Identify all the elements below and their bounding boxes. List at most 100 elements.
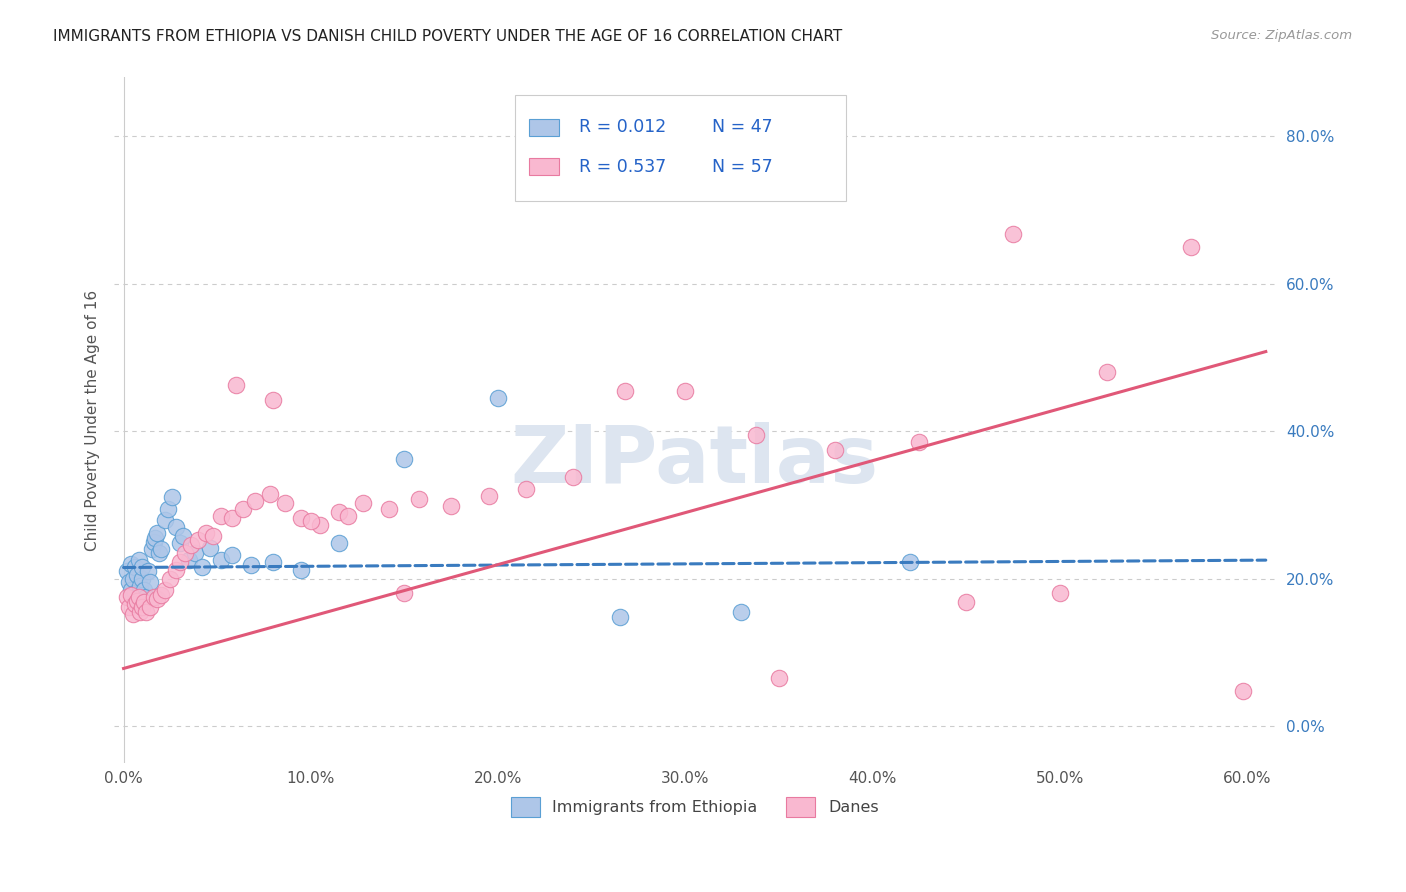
Text: R = 0.012: R = 0.012 xyxy=(579,119,666,136)
Point xyxy=(183,546,205,560)
Point xyxy=(394,586,416,600)
Point xyxy=(162,491,184,505)
Point xyxy=(159,572,181,586)
Point xyxy=(352,496,374,510)
Point xyxy=(157,501,180,516)
Point xyxy=(478,489,501,503)
Point xyxy=(609,610,631,624)
Point xyxy=(262,393,284,408)
Point xyxy=(221,511,243,525)
Point xyxy=(614,384,637,398)
Point xyxy=(169,555,191,569)
Point xyxy=(117,590,139,604)
Point xyxy=(134,582,156,597)
Point xyxy=(908,435,931,450)
Point xyxy=(232,501,254,516)
Point xyxy=(1095,365,1118,379)
Point xyxy=(125,598,148,612)
Point xyxy=(172,529,194,543)
Point xyxy=(124,560,146,574)
Point xyxy=(124,598,146,612)
Point xyxy=(128,590,150,604)
Text: N = 47: N = 47 xyxy=(711,119,773,136)
Point xyxy=(165,563,187,577)
Point xyxy=(117,564,139,578)
Point xyxy=(128,593,150,607)
Point xyxy=(408,491,430,506)
Point xyxy=(150,588,173,602)
Point xyxy=(131,599,153,614)
Point xyxy=(120,588,142,602)
Point xyxy=(139,575,162,590)
Text: ZIPatlas: ZIPatlas xyxy=(510,422,879,500)
Point xyxy=(120,582,142,597)
Point xyxy=(145,531,167,545)
Point xyxy=(562,470,585,484)
Point xyxy=(898,555,921,569)
Point xyxy=(124,586,146,600)
Point xyxy=(153,582,176,597)
Point xyxy=(169,536,191,550)
Point xyxy=(309,518,332,533)
Point xyxy=(299,514,322,528)
Point xyxy=(290,563,312,577)
Point xyxy=(209,508,232,523)
Point xyxy=(131,572,153,586)
Point xyxy=(290,511,312,525)
Point xyxy=(273,496,295,510)
Point xyxy=(1049,586,1071,600)
Point xyxy=(225,378,247,392)
Point xyxy=(730,605,752,619)
Point xyxy=(136,564,159,578)
Point xyxy=(194,525,217,540)
FancyBboxPatch shape xyxy=(529,158,558,176)
Point xyxy=(122,590,145,604)
Point xyxy=(177,553,200,567)
Point xyxy=(243,494,266,508)
Point xyxy=(486,391,509,405)
FancyBboxPatch shape xyxy=(529,119,558,136)
Point xyxy=(221,548,243,562)
Point xyxy=(337,508,360,523)
Point xyxy=(118,599,141,614)
Point xyxy=(259,487,281,501)
FancyBboxPatch shape xyxy=(515,95,845,201)
Point xyxy=(141,542,163,557)
Y-axis label: Child Poverty Under the Age of 16: Child Poverty Under the Age of 16 xyxy=(86,290,100,550)
Point xyxy=(824,442,846,457)
Point xyxy=(180,538,202,552)
Text: R = 0.537: R = 0.537 xyxy=(579,158,666,176)
Point xyxy=(142,534,165,549)
Point xyxy=(118,575,141,590)
Point xyxy=(209,553,232,567)
Point xyxy=(328,536,350,550)
Point xyxy=(135,590,157,604)
Point xyxy=(191,560,214,574)
Point xyxy=(128,553,150,567)
Point xyxy=(142,590,165,604)
Point xyxy=(394,452,416,467)
Point xyxy=(515,482,537,496)
Point xyxy=(440,500,463,514)
Point xyxy=(129,605,152,619)
Point xyxy=(131,560,153,574)
Point xyxy=(955,595,977,609)
Point xyxy=(135,605,157,619)
Point xyxy=(239,558,262,573)
Point xyxy=(139,599,162,614)
Text: Source: ZipAtlas.com: Source: ZipAtlas.com xyxy=(1212,29,1353,42)
Point xyxy=(134,595,156,609)
Point xyxy=(125,593,148,607)
Point xyxy=(146,592,169,607)
Point xyxy=(165,520,187,534)
Point xyxy=(146,525,169,540)
Legend: Immigrants from Ethiopia, Danes: Immigrants from Ethiopia, Danes xyxy=(505,791,884,823)
Point xyxy=(174,546,197,560)
Point xyxy=(153,513,176,527)
Point xyxy=(150,542,173,557)
Point xyxy=(122,607,145,621)
Point xyxy=(328,505,350,519)
Point xyxy=(768,671,790,685)
Point xyxy=(187,533,209,548)
Point xyxy=(1232,683,1254,698)
